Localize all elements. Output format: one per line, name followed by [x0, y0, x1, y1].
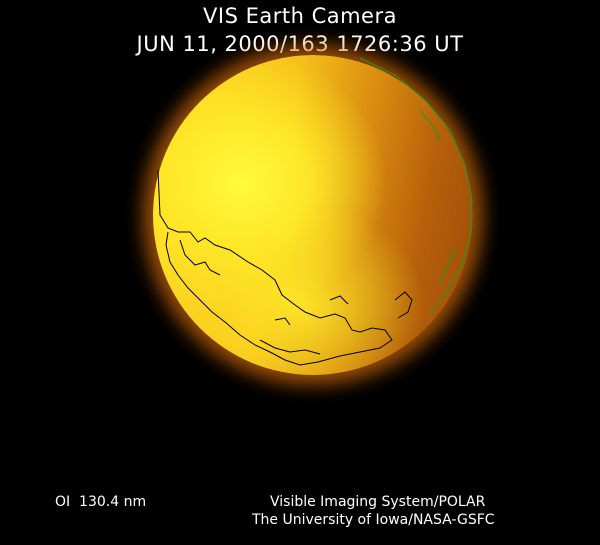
instrument-credit: Visible Imaging System/POLAR [270, 494, 486, 510]
coastline-detail [179, 239, 413, 355]
coastline-outline [157, 169, 393, 366]
filter-label: OI 130.4 nm [55, 494, 147, 510]
image-title: VIS Earth Camera [203, 4, 397, 28]
terminator-line [359, 57, 473, 316]
institution-credit: The University of Iowa/NASA-GSFC [252, 512, 495, 528]
earth-disk [153, 55, 473, 375]
